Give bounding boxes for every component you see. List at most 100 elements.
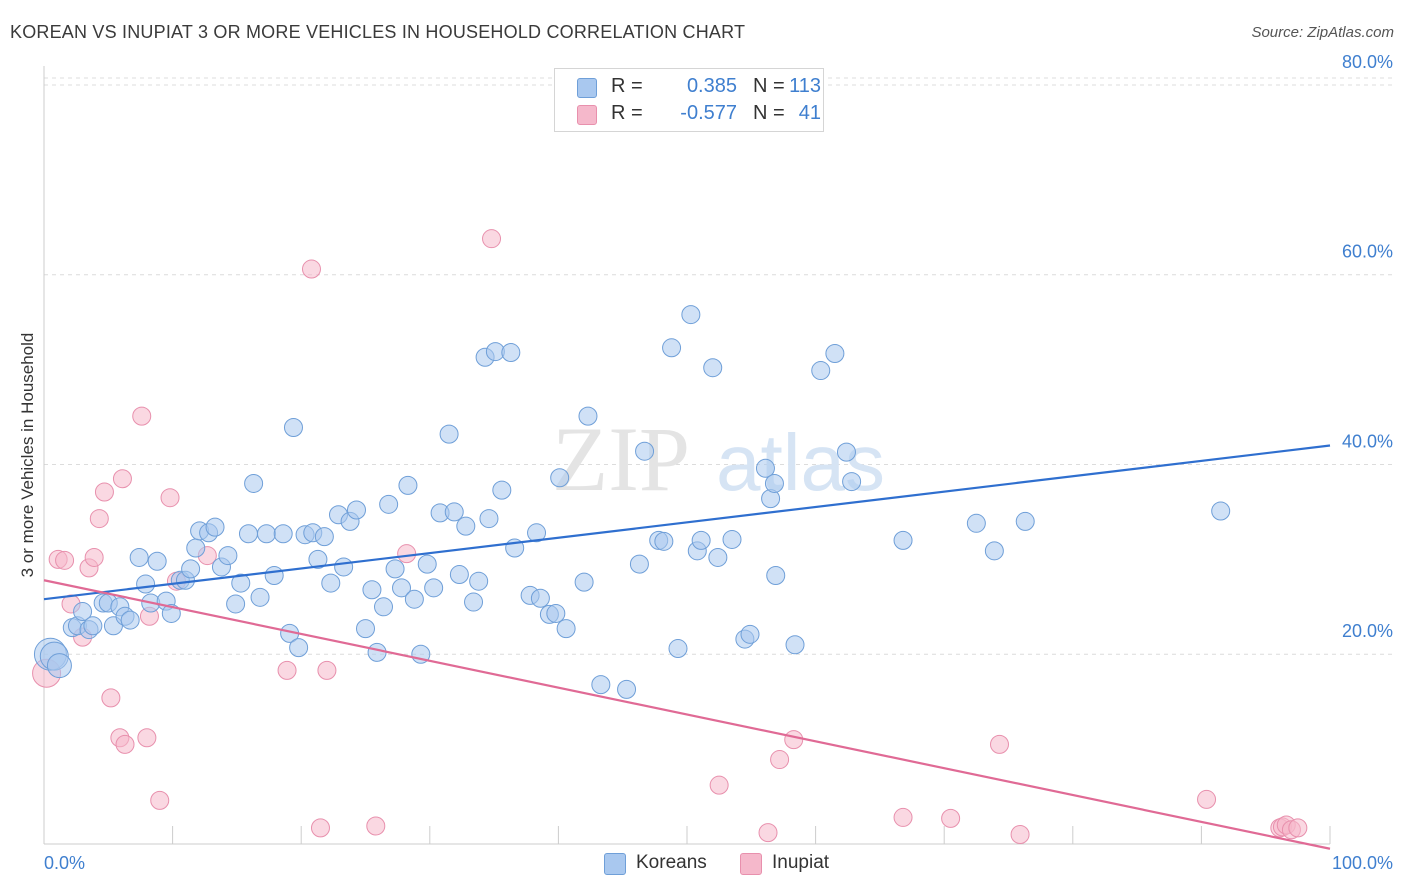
inupiat-point [366, 816, 386, 836]
korean-points [33, 305, 1231, 699]
korean-point [527, 523, 547, 543]
korean-point [449, 565, 469, 585]
watermark: ZIP atlas [552, 408, 885, 510]
korean-point [492, 480, 512, 500]
inupiat-point [784, 730, 804, 750]
inupiat-points [32, 229, 1308, 845]
korean-point [417, 554, 437, 574]
korean-swatch [577, 78, 597, 98]
inupiat-point [112, 469, 132, 489]
inupiat-point [89, 509, 109, 529]
korean-point [681, 305, 701, 325]
trend-lines [43, 444, 1331, 850]
korean-point [136, 574, 156, 594]
korean-point [574, 572, 594, 592]
korean-legend-label: Koreans [636, 852, 707, 873]
inupiat-point [1197, 789, 1217, 809]
korean-point [617, 679, 637, 699]
inupiat-point [84, 547, 104, 567]
korean-point [362, 580, 382, 600]
korean-point [392, 578, 412, 598]
korean-point [283, 417, 303, 437]
korean-point [479, 509, 499, 529]
korean-point [530, 588, 550, 608]
korean-point [398, 475, 418, 495]
inupiat-point [160, 488, 180, 508]
korean-point [1211, 501, 1231, 521]
korean-point [654, 531, 674, 551]
inupiat-legend-swatch [740, 853, 762, 875]
korean-point [244, 473, 264, 493]
inupiat-point [709, 775, 729, 795]
korean-point [367, 642, 387, 662]
korean-point [469, 571, 489, 591]
korean-point [256, 524, 276, 544]
correlation-legend: R = 0.385 N = 113 R = -0.577 N = 41 [554, 68, 824, 132]
korean-point [635, 441, 655, 461]
korean-point [129, 547, 149, 567]
inupiat-swatch [577, 105, 597, 125]
korean-point [591, 675, 611, 695]
korean-point [662, 338, 682, 358]
korean-point [308, 549, 328, 569]
inupiat-point [301, 259, 321, 279]
korean-point [1015, 511, 1035, 531]
korean-point [703, 358, 723, 378]
inupiat-point [101, 688, 121, 708]
inupiat-point [941, 808, 961, 828]
korean-point [546, 603, 566, 623]
korean-point [740, 624, 760, 644]
legend-n-value: 113 [789, 75, 821, 97]
korean-point [250, 587, 270, 607]
korean-point [205, 517, 225, 537]
legend-n-label: N = [753, 75, 785, 97]
axes [43, 66, 1331, 845]
inupiat-point [893, 807, 913, 827]
korean-point [439, 424, 459, 444]
korean-point [120, 610, 140, 630]
korean-point [708, 547, 728, 567]
inupiat-point [137, 728, 157, 748]
korean-point [374, 597, 394, 617]
korean-point [825, 343, 845, 363]
korean-point [181, 559, 201, 579]
watermark-zip: ZIP [552, 408, 690, 510]
korean-point [83, 616, 103, 636]
y-tick-label: 80.0% [1342, 52, 1393, 72]
korean-point [264, 565, 284, 585]
inupiat-point [150, 790, 170, 810]
korean-point [404, 589, 424, 609]
korean-point [289, 638, 309, 658]
korean-point [811, 361, 831, 381]
y-axis-label: 3 or more Vehicles in Household [18, 333, 37, 578]
y-tick-label: 40.0% [1342, 431, 1393, 451]
inupiat-point [277, 660, 297, 680]
inupiat-point [132, 406, 152, 426]
inupiat-point [989, 734, 1009, 754]
korean-point [755, 458, 775, 478]
x-tick-label: 0.0% [44, 853, 85, 873]
korean-point [321, 573, 341, 593]
korean-point [456, 516, 476, 536]
korean-point [346, 500, 366, 520]
source-credit: Source: ZipAtlas.com [1251, 24, 1394, 41]
korean-point [46, 653, 72, 679]
korean-point [691, 530, 711, 550]
korean-point [186, 538, 206, 558]
korean-point [273, 524, 293, 544]
x-tick-label: 100.0% [1332, 853, 1393, 873]
korean-point [73, 602, 93, 622]
tick-labels: 20.0% 40.0% 60.0% 80.0% 0.0% 100.0% [44, 52, 1393, 873]
korean-point [893, 530, 913, 550]
korean-point [356, 619, 375, 639]
inupiat-point [317, 660, 337, 680]
korean-point [231, 573, 251, 593]
korean-point [501, 343, 521, 363]
korean-point [578, 406, 598, 426]
korean-point [966, 513, 986, 533]
inupiat-point [758, 823, 778, 843]
legend-r-value: -0.577 [680, 102, 737, 124]
korean-point [147, 551, 167, 571]
y-tick-label: 20.0% [1342, 621, 1393, 641]
